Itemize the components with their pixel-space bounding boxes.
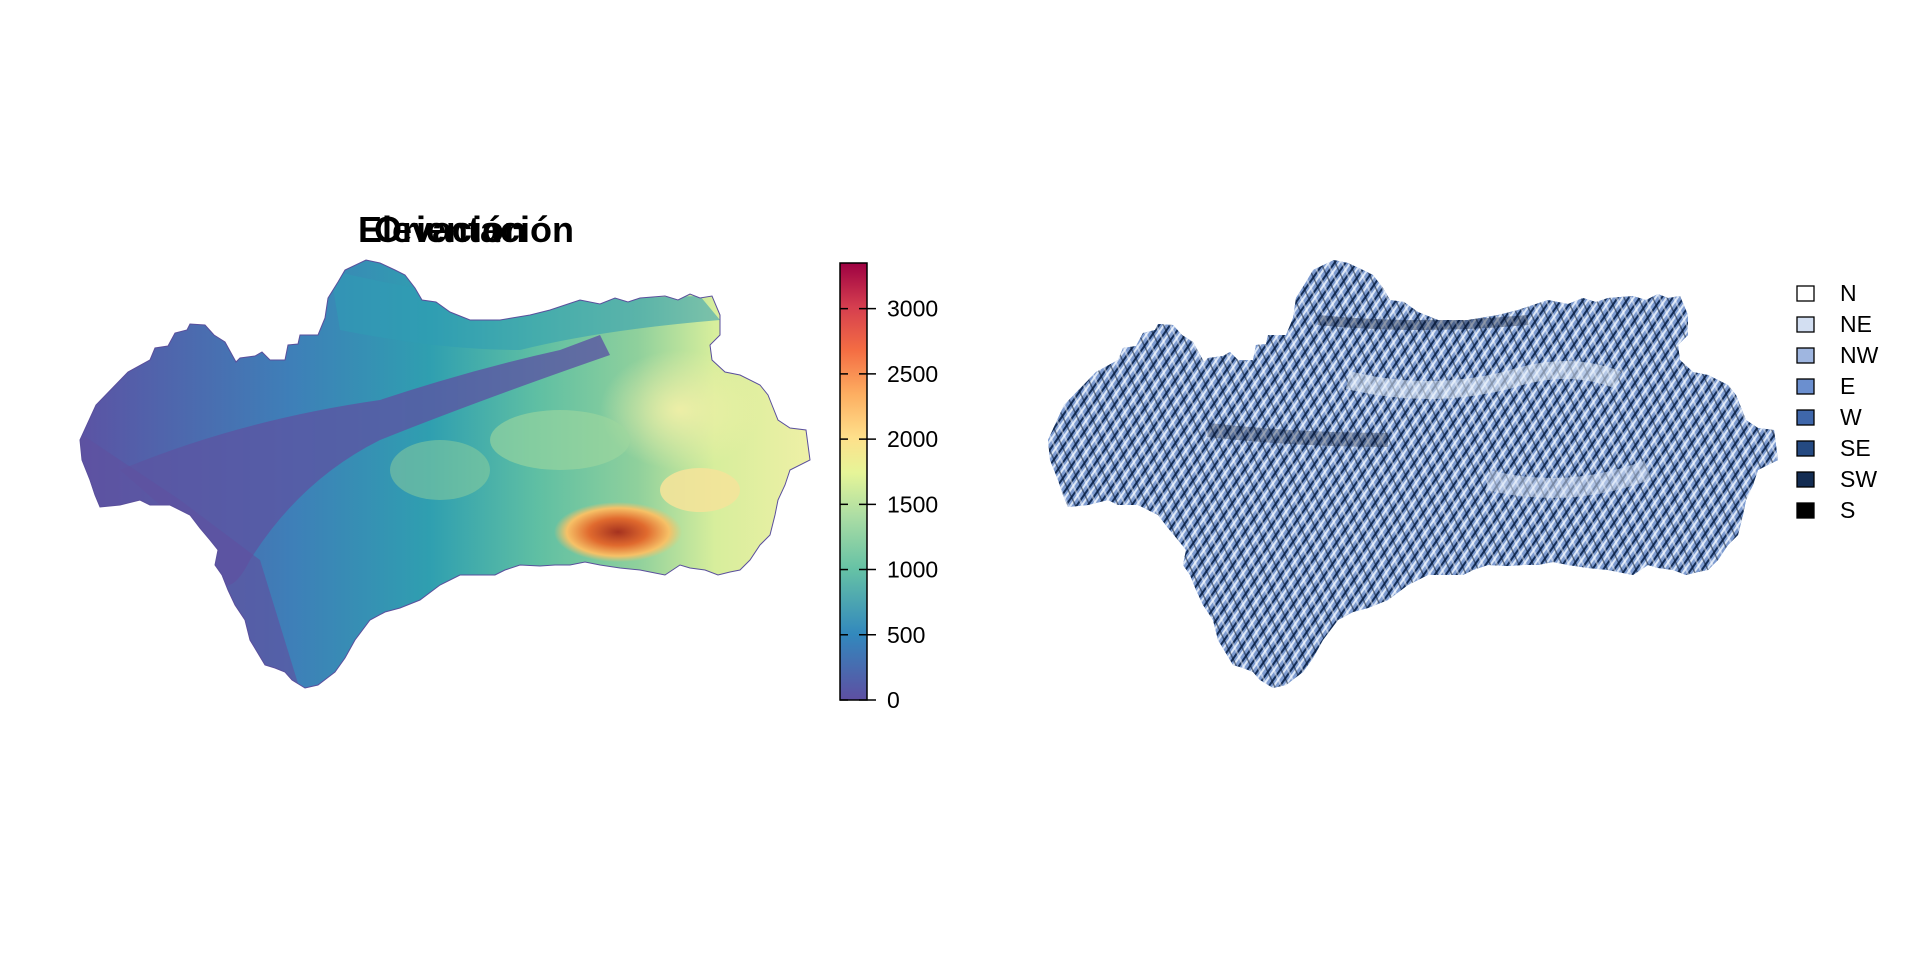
lowland-valley [120, 335, 610, 586]
legend-swatch-nw [1796, 347, 1815, 364]
legend-swatch-e [1796, 378, 1815, 395]
legend-label-w: W [1840, 404, 1862, 430]
legend-swatch-n [1796, 285, 1815, 302]
colorbar-tick-label: 1500 [887, 491, 938, 517]
legend-label-n: N [1840, 280, 1857, 306]
legend-label-sw: SW [1840, 466, 1877, 492]
legend-label-nw: NW [1840, 342, 1879, 368]
orientation-title: Orientación [373, 209, 575, 250]
elevation-panel: Elevación [358, 209, 526, 250]
legend-label-e: E [1840, 373, 1855, 399]
legend-swatch-se [1796, 440, 1815, 457]
orientation-legend: N NE NW EW SE SW S [1796, 280, 1879, 523]
colorbar-tick-label: 3000 [887, 296, 938, 322]
elevation-colorbar: 0 500 1000 1500 2000 2500 3000 [839, 262, 938, 713]
legend-label-ne: NE [1840, 311, 1872, 337]
colorbar-tick-label: 2000 [887, 426, 938, 452]
colorbar-ticks: 0 500 1000 1500 2000 2500 3000 [840, 296, 938, 713]
sierra-nevada-peak [554, 502, 682, 562]
legend-swatch-w [1796, 409, 1815, 426]
elevation-title: Elevación [357, 209, 527, 250]
legend-swatch-sw [1796, 471, 1815, 488]
colorbar-tick-label: 500 [887, 622, 925, 648]
colorbar-gradient [839, 262, 868, 701]
legend-label-s: S [1840, 497, 1855, 523]
legend-swatch-s [1796, 502, 1815, 519]
region-outline [79, 259, 811, 689]
orientation-map [1048, 260, 1778, 688]
legend-swatch-ne [1796, 316, 1815, 333]
legend-label-se: SE [1840, 435, 1871, 461]
colorbar-tick-label: 1000 [887, 557, 938, 583]
orientation-panel: Orientación [374, 0, 1920, 960]
colorbar-tick-label: 0 [887, 687, 900, 713]
colorbar-tick-label: 2500 [887, 361, 938, 387]
elevation-map [79, 259, 811, 689]
